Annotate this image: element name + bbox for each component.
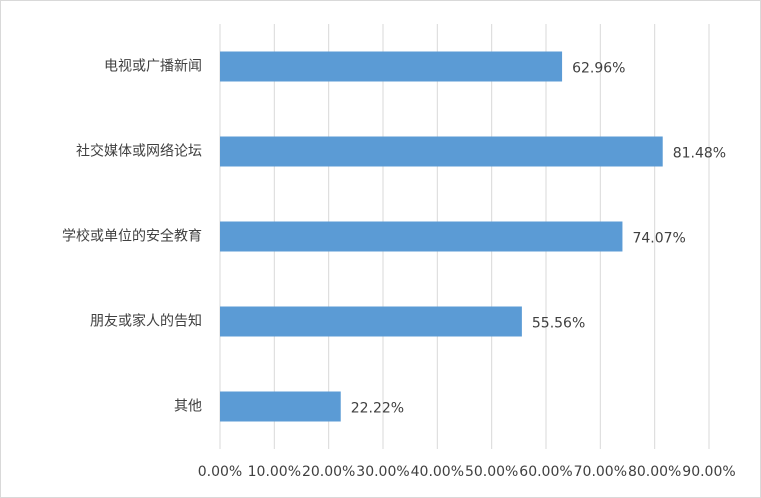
bar [220, 391, 341, 422]
y-tick-label: 朋友或家人的告知 [90, 313, 202, 330]
bar [220, 306, 522, 337]
bar [220, 221, 623, 252]
x-tick-label: 30.00% [356, 464, 409, 480]
x-tick-label: 10.00% [248, 464, 301, 480]
x-tick-label: 0.00% [198, 464, 242, 480]
x-tick-label: 80.00% [628, 464, 681, 480]
data-label: 55.56% [532, 316, 585, 332]
y-tick-label: 电视或广播新闻 [104, 59, 202, 75]
data-label: 22.22% [351, 401, 404, 417]
y-tick-label: 学校或单位的安全教育 [62, 228, 202, 245]
x-tick-label: 90.00% [682, 464, 735, 480]
x-tick-label: 50.00% [465, 464, 518, 480]
y-tick-label: 其他 [174, 399, 202, 415]
x-tick-label: 40.00% [411, 464, 464, 480]
bar [220, 136, 663, 167]
x-tick-label: 20.00% [302, 464, 355, 480]
x-tick-label: 70.00% [574, 464, 627, 480]
data-label: 62.96% [572, 61, 625, 77]
y-tick-label: 社交媒体或网络论坛 [76, 143, 202, 160]
bar [220, 51, 563, 82]
data-label: 81.48% [673, 146, 726, 162]
data-label: 74.07% [632, 231, 685, 247]
x-tick-label: 60.00% [519, 464, 572, 480]
